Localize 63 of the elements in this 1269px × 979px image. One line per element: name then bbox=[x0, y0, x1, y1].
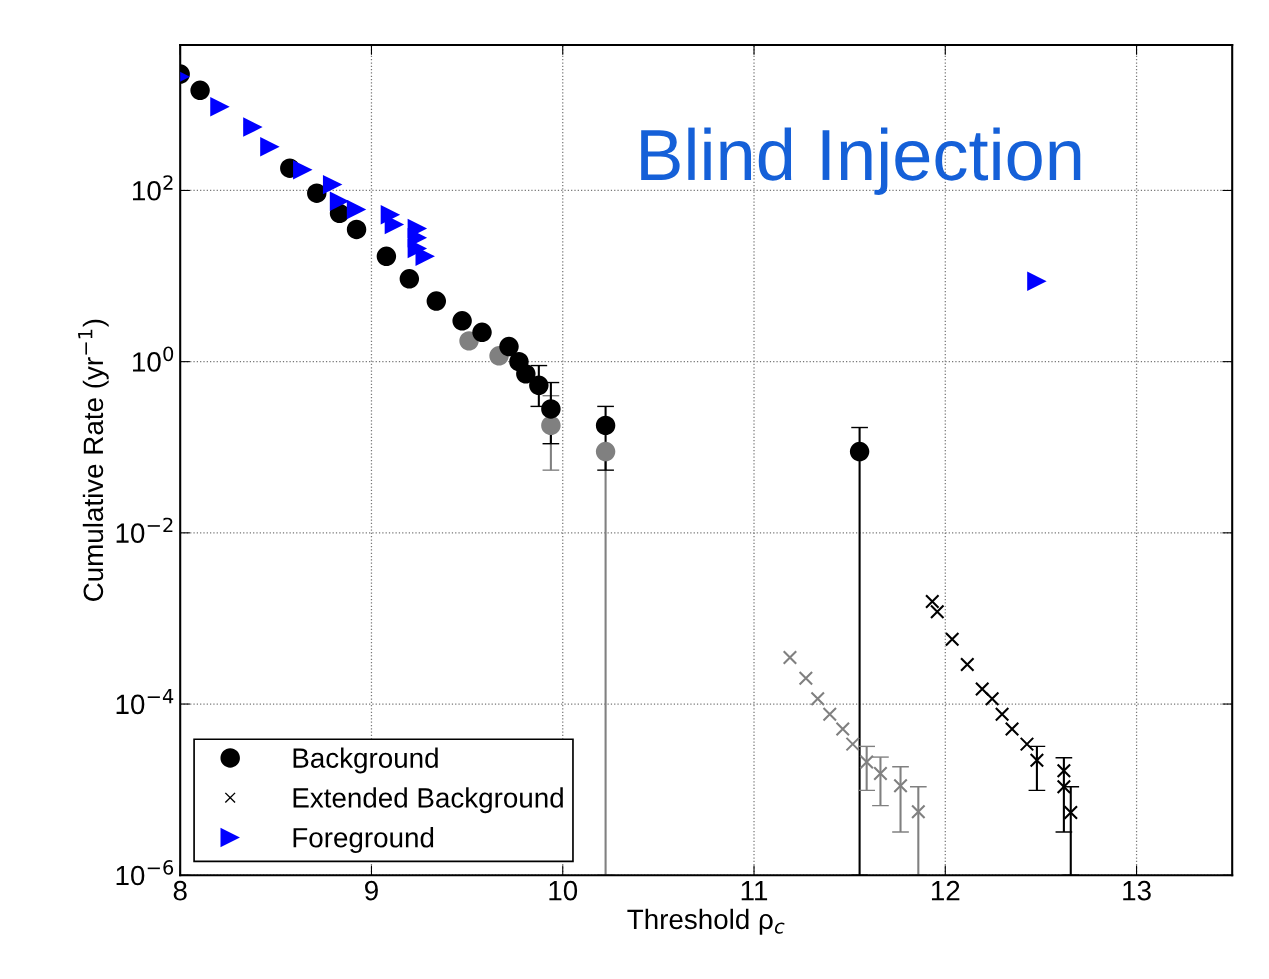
point bbox=[1063, 805, 1079, 820]
point bbox=[499, 336, 519, 357]
point bbox=[782, 650, 798, 665]
y-tick-label: 10$^{0}$ bbox=[133, 346, 174, 372]
point bbox=[293, 160, 313, 180]
legend-label: Background bbox=[293, 747, 438, 774]
x-tick-label: 9 bbox=[365, 880, 378, 901]
legend-label: Foreground bbox=[293, 827, 434, 853]
point bbox=[810, 691, 825, 707]
point bbox=[960, 657, 975, 672]
point bbox=[260, 137, 280, 157]
point bbox=[873, 766, 888, 781]
point bbox=[346, 199, 367, 220]
x-tick-label: 8 bbox=[173, 880, 187, 901]
point bbox=[1019, 736, 1035, 752]
point bbox=[1056, 779, 1072, 795]
point bbox=[452, 311, 472, 331]
point bbox=[798, 670, 814, 686]
y-tick-label: 10$^{−4}$ bbox=[116, 689, 174, 715]
point bbox=[911, 804, 926, 820]
point bbox=[1029, 753, 1045, 768]
point bbox=[399, 269, 420, 289]
y-tick-label: 10$^{2}$ bbox=[133, 175, 173, 201]
point bbox=[924, 594, 940, 609]
point bbox=[944, 632, 960, 647]
x-tick-label: 13 bbox=[1123, 880, 1151, 901]
y-tick-label: 10$^{−2}$ bbox=[116, 517, 173, 543]
point bbox=[243, 117, 263, 137]
point bbox=[346, 219, 367, 240]
point bbox=[376, 246, 397, 267]
point bbox=[541, 399, 561, 419]
point bbox=[893, 778, 908, 794]
y-tick-label: 10$^{−6}$ bbox=[116, 860, 174, 886]
y-axis-title: Cumulative Rate (yr$^{−1}$) bbox=[78, 319, 109, 601]
x-tick-label: 11 bbox=[741, 881, 768, 901]
point bbox=[210, 97, 230, 117]
point bbox=[516, 364, 536, 384]
point bbox=[307, 183, 327, 203]
x-tick-label: 12 bbox=[931, 880, 960, 901]
x-tick-label: 10 bbox=[549, 880, 578, 901]
point bbox=[190, 80, 210, 101]
point bbox=[595, 415, 616, 436]
point bbox=[835, 721, 851, 737]
point bbox=[929, 604, 945, 619]
point bbox=[859, 754, 874, 770]
point bbox=[329, 191, 350, 211]
point bbox=[322, 174, 343, 195]
point bbox=[1027, 271, 1047, 291]
point bbox=[426, 291, 447, 311]
point bbox=[529, 375, 549, 395]
point bbox=[994, 706, 1010, 722]
point bbox=[595, 441, 616, 462]
point bbox=[472, 322, 492, 343]
point bbox=[984, 691, 1000, 707]
legend-label: Extended Background bbox=[293, 787, 563, 814]
point bbox=[1004, 721, 1020, 737]
x-axis-title: Threshold ρ$_{c}$ bbox=[627, 908, 785, 935]
point bbox=[541, 415, 561, 436]
point bbox=[1056, 763, 1072, 779]
point bbox=[974, 681, 990, 697]
point bbox=[822, 706, 838, 722]
point bbox=[849, 441, 870, 462]
text: Blind Injection bbox=[641, 127, 1081, 195]
